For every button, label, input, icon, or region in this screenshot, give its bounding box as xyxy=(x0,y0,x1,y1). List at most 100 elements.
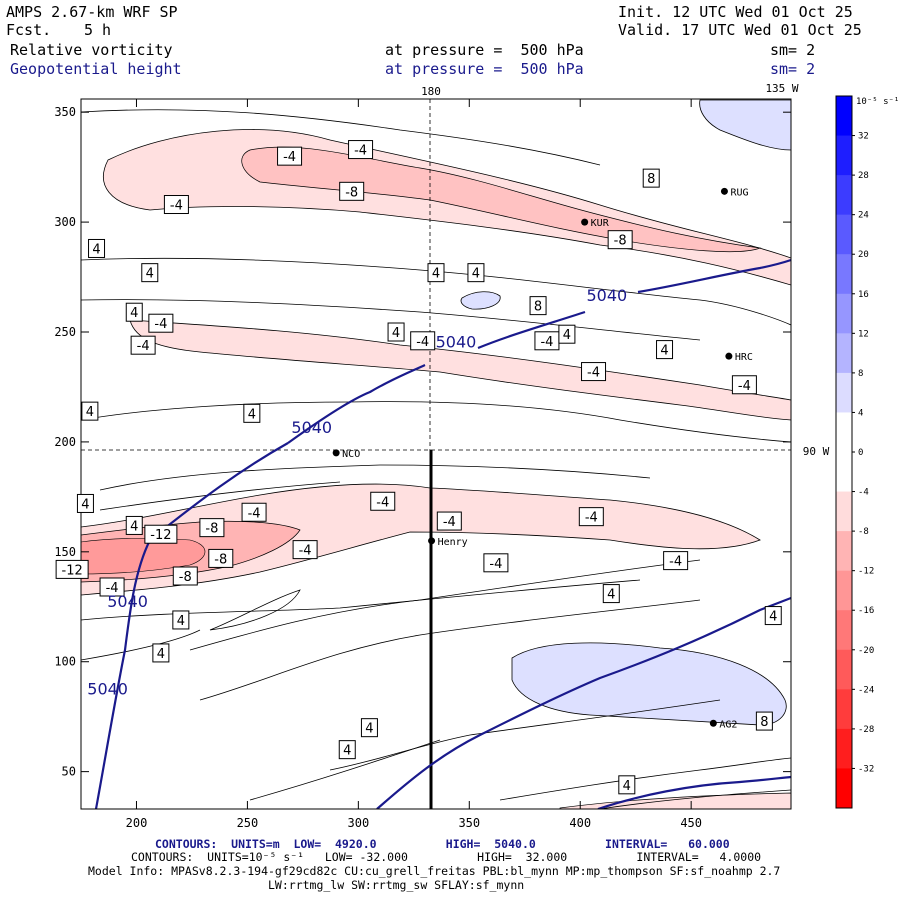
colorbar-label: -24 xyxy=(858,685,874,695)
vort-contour-label: -12 xyxy=(55,559,89,579)
vort-label-text: 4 xyxy=(86,405,94,420)
neg-vort-band-middle xyxy=(129,319,791,421)
field2-pressure: at pressure = 500 hPa xyxy=(385,60,584,78)
colorbar-label: -20 xyxy=(858,646,874,656)
vort-label-box xyxy=(764,606,782,626)
vort-contour xyxy=(209,589,301,631)
station-label: NCO xyxy=(342,449,360,460)
vort-contour-label: 4 xyxy=(656,340,674,360)
height-contour xyxy=(477,310,586,350)
vort-contour-label: 4 xyxy=(76,493,94,513)
vort-contour-label: 4 xyxy=(360,718,378,738)
colorbar-segment xyxy=(836,570,852,611)
vort-label-box xyxy=(581,362,607,382)
vort-contour xyxy=(81,257,791,326)
height-contour-label: 5040 xyxy=(87,680,128,699)
vort-contours xyxy=(81,109,791,809)
vort-label-box xyxy=(558,324,576,344)
vort-contour-label: -4 xyxy=(130,335,156,355)
colorbar-segment xyxy=(836,372,852,413)
height-contour xyxy=(597,775,791,809)
vort-label-box xyxy=(125,302,143,322)
physics-info: LW:rrtmg_lw SW:rrtmg_sw SFLAY:sf_mynn xyxy=(268,878,525,892)
vort-contour xyxy=(99,481,341,511)
vort-contour-label: -4 xyxy=(148,313,174,333)
vort-label-box xyxy=(618,775,636,795)
vort-label-box xyxy=(656,340,674,360)
colorbar-segment xyxy=(836,610,852,651)
colorbar-segment xyxy=(836,333,852,374)
neg-vort-band-north xyxy=(103,129,791,286)
station-marker xyxy=(709,719,717,727)
vort-label-box xyxy=(410,331,436,351)
station-marker xyxy=(725,352,733,360)
vort-label-box xyxy=(602,584,620,604)
vort-label-box xyxy=(467,263,485,283)
vort-label-box xyxy=(172,610,190,630)
colorbar-segment xyxy=(836,412,852,453)
vort-contour-label: 4 xyxy=(558,324,576,344)
station-marker xyxy=(720,187,728,195)
vort-label-box xyxy=(172,566,198,586)
x-tick-label: 450 xyxy=(680,816,702,830)
model-info: Model Info: MPASv8.2.3-194-gf29cd82c CU:… xyxy=(88,864,781,878)
height-contour xyxy=(637,258,791,294)
vort-contour-label: 4 xyxy=(243,403,261,423)
vort-label-box xyxy=(387,322,405,342)
vort-contour xyxy=(249,739,441,801)
station-label: Henry xyxy=(438,537,468,548)
vort-label-box xyxy=(141,263,159,283)
y-tick-label: 50 xyxy=(62,765,76,779)
init-time: Init. 12 UTC Wed 01 Oct 25 xyxy=(618,3,853,21)
vort-label-box xyxy=(755,711,773,731)
vort-label-text: -12 xyxy=(150,528,171,543)
x-tick-label: 250 xyxy=(237,816,259,830)
field1-pressure: at pressure = 500 hPa xyxy=(385,41,584,59)
x-tick-label: 350 xyxy=(458,816,480,830)
height-contour-label: 5040 xyxy=(107,592,148,611)
vort-label-text: 8 xyxy=(647,172,655,187)
model-title: AMPS 2.67-km WRF SP xyxy=(6,3,178,21)
neg-vort-band-north-core xyxy=(241,146,762,253)
height-contour-info: CONTOURS: UNITS=m LOW= 4920.0 HIGH= 5040… xyxy=(155,837,730,851)
vort-label-box xyxy=(370,491,396,511)
vort-label-box xyxy=(427,263,445,283)
field2-smooth: sm= 2 xyxy=(770,60,816,78)
vort-contour-label: 4 xyxy=(88,238,106,258)
colorbar-segment xyxy=(836,96,852,137)
vort-label-text: 4 xyxy=(130,306,138,321)
vort-contour-label: 4 xyxy=(467,263,485,283)
vort-contour xyxy=(599,789,791,809)
y-tick-label: 200 xyxy=(54,435,76,449)
vort-contour-label: 4 xyxy=(81,401,99,421)
y-tick-label: 350 xyxy=(54,105,76,119)
colorbar-segment xyxy=(836,768,852,809)
vort-label-text: -8 xyxy=(345,185,358,200)
colorbar-label: 28 xyxy=(858,171,869,181)
vort-contour xyxy=(99,464,651,491)
colorbar-label: -28 xyxy=(858,725,874,735)
vort-label-box xyxy=(360,718,378,738)
vort-label-text: -4 xyxy=(376,495,389,510)
vort-label-box xyxy=(130,335,156,355)
vort-label-text: 4 xyxy=(660,344,668,359)
vort-label-text: -4 xyxy=(738,379,751,394)
vort-contour-label: 4 xyxy=(152,643,170,663)
height-contour-label: 5040 xyxy=(586,286,627,305)
vort-label-box xyxy=(339,181,365,201)
vort-contour-label: -8 xyxy=(607,230,633,250)
vort-label-text: -4 xyxy=(489,557,502,572)
vort-contour-label: -8 xyxy=(172,566,198,586)
vort-label-text: 4 xyxy=(623,779,631,794)
vort-label-box xyxy=(483,553,509,573)
vort-label-box xyxy=(88,238,106,258)
vort-label-text: 4 xyxy=(769,610,777,625)
station-markers: NCO Henry HRC RUG KUR AG2 xyxy=(332,187,753,730)
vort-contour xyxy=(81,579,641,621)
vort-contour-label: -4 xyxy=(534,331,560,351)
colorbar-segment xyxy=(836,214,852,255)
vort-contour-label: 8 xyxy=(755,711,773,731)
vort-contour-label: -4 xyxy=(348,140,374,160)
colorbar-segment xyxy=(836,689,852,730)
vort-label-text: 4 xyxy=(177,614,185,629)
